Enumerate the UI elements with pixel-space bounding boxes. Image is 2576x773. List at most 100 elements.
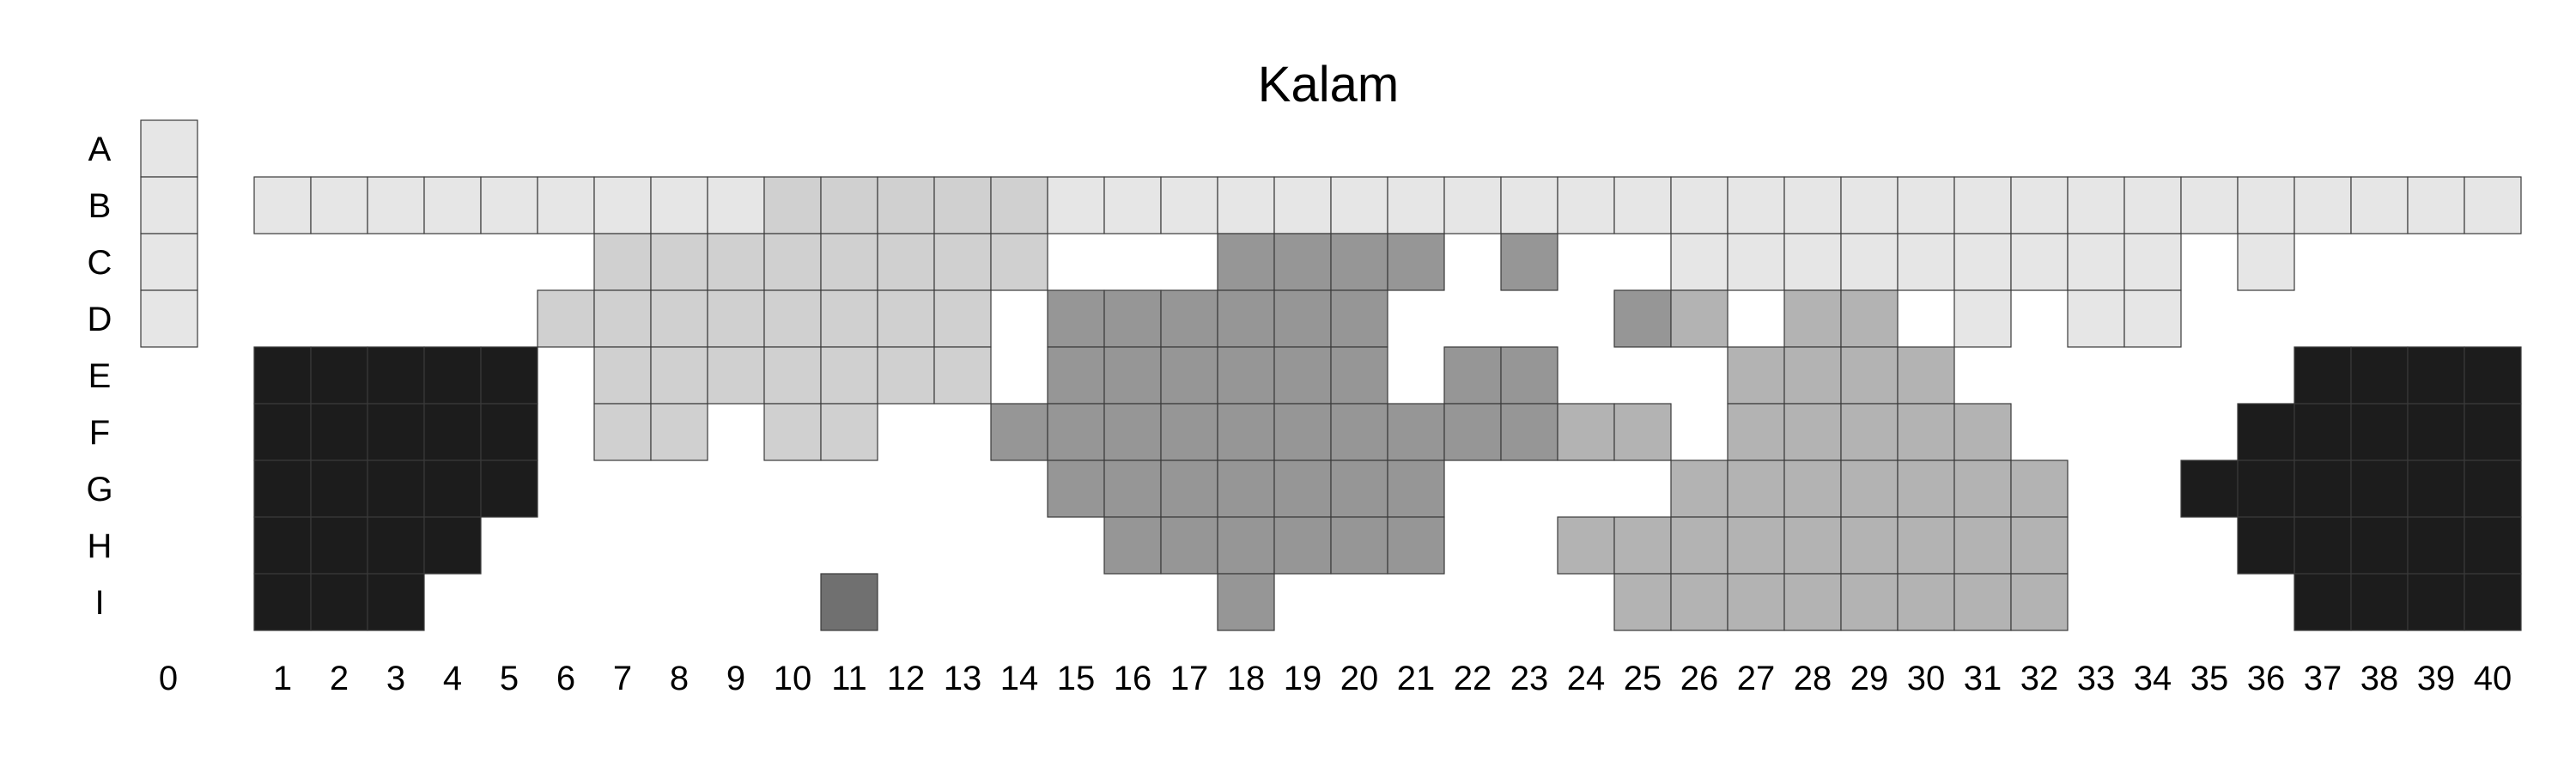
heatmap-cell-D-8 [650, 289, 708, 348]
heatmap-cell-B-0 [140, 176, 198, 234]
heatmap-cell-E-20 [1330, 346, 1388, 405]
heatmap-cell-E-17 [1160, 346, 1218, 405]
heatmap-cell-B-21 [1387, 176, 1445, 234]
heatmap-cell-G-31 [1953, 460, 2012, 518]
heatmap-cell-F-21 [1387, 403, 1445, 461]
chart-title: Kalam [1258, 57, 1399, 113]
heatmap-cell-B-36 [2237, 176, 2295, 234]
heatmap-cell-E-16 [1103, 346, 1162, 405]
heatmap-cell-B-38 [2350, 176, 2409, 234]
heatmap-cell-D-19 [1273, 289, 1332, 348]
heatmap-cell-B-35 [2180, 176, 2239, 234]
column-label-39: 39 [2417, 660, 2456, 697]
heatmap-cell-B-39 [2407, 176, 2465, 234]
heatmap-cell-B-28 [1783, 176, 1842, 234]
heatmap-cell-B-22 [1443, 176, 1502, 234]
heatmap-cell-F-3 [367, 403, 425, 461]
column-label-21: 21 [1397, 660, 1436, 697]
heatmap-cell-F-14 [990, 403, 1048, 461]
row-label-F: F [89, 414, 110, 452]
column-label-30: 30 [1907, 660, 1946, 697]
heatmap-cell-B-30 [1897, 176, 1955, 234]
heatmap-cell-G-30 [1897, 460, 1955, 518]
row-label-I: I [94, 584, 104, 622]
column-label-3: 3 [386, 660, 405, 697]
heatmap-cell-H-30 [1897, 516, 1955, 575]
heatmap-cell-C-8 [650, 233, 708, 291]
heatmap-cell-E-3 [367, 346, 425, 405]
heatmap-cell-E-15 [1047, 346, 1105, 405]
heatmap-cell-C-36 [2237, 233, 2295, 291]
heatmap-cell-D-11 [820, 289, 878, 348]
heatmap-cell-B-32 [2010, 176, 2069, 234]
heatmap-cell-H-1 [253, 516, 312, 575]
column-label-24: 24 [1567, 660, 1606, 697]
heatmap-cell-H-31 [1953, 516, 2012, 575]
heatmap-cell-F-10 [763, 403, 822, 461]
column-label-26: 26 [1680, 660, 1719, 697]
column-label-11: 11 [831, 660, 867, 697]
column-label-5: 5 [500, 660, 519, 697]
heatmap-cell-H-25 [1613, 516, 1672, 575]
row-label-C: C [88, 244, 112, 282]
heatmap-cell-E-40 [2464, 346, 2522, 405]
heatmap-cell-E-2 [310, 346, 368, 405]
heatmap-cell-C-10 [763, 233, 822, 291]
column-label-14: 14 [1000, 660, 1039, 697]
column-label-36: 36 [2247, 660, 2286, 697]
heatmap-cell-E-30 [1897, 346, 1955, 405]
row-label-H: H [88, 527, 112, 565]
heatmap-cell-F-27 [1727, 403, 1785, 461]
heatmap-cell-C-11 [820, 233, 878, 291]
heatmap-cell-H-24 [1557, 516, 1615, 575]
column-label-28: 28 [1794, 660, 1832, 697]
heatmap-cell-G-38 [2350, 460, 2409, 518]
heatmap-cell-H-38 [2350, 516, 2409, 575]
column-label-20: 20 [1340, 660, 1379, 697]
row-label-B: B [88, 187, 112, 225]
heatmap-cell-B-26 [1670, 176, 1728, 234]
column-label-7: 7 [613, 660, 632, 697]
heatmap-cell-H-26 [1670, 516, 1728, 575]
heatmap-cell-B-31 [1953, 176, 2012, 234]
heatmap-cell-E-39 [2407, 346, 2465, 405]
heatmap-cell-A-0 [140, 119, 198, 178]
column-label-35: 35 [2190, 660, 2229, 697]
column-label-17: 17 [1170, 660, 1209, 697]
heatmap-cell-H-19 [1273, 516, 1332, 575]
column-label-37: 37 [2304, 660, 2342, 697]
heatmap-cell-G-35 [2180, 460, 2239, 518]
heatmap-cell-F-5 [480, 403, 538, 461]
heatmap-cell-B-33 [2067, 176, 2125, 234]
heatmap-cell-F-31 [1953, 403, 2012, 461]
heatmap-cell-I-18 [1217, 573, 1275, 631]
heatmap-cell-C-21 [1387, 233, 1445, 291]
heatmap-cell-C-19 [1273, 233, 1332, 291]
heatmap-cell-G-28 [1783, 460, 1842, 518]
heatmap-cell-H-2 [310, 516, 368, 575]
row-label-E: E [88, 357, 112, 395]
heatmap-cell-G-27 [1727, 460, 1785, 518]
heatmap-cell-F-17 [1160, 403, 1218, 461]
heatmap-cell-D-26 [1670, 289, 1728, 348]
heatmap-cell-B-17 [1160, 176, 1218, 234]
heatmap-cell-C-32 [2010, 233, 2069, 291]
heatmap-cell-F-39 [2407, 403, 2465, 461]
heatmap-cell-C-12 [877, 233, 935, 291]
heatmap-cell-H-29 [1840, 516, 1899, 575]
heatmap-cell-F-18 [1217, 403, 1275, 461]
heatmap-cell-I-31 [1953, 573, 2012, 631]
heatmap-cell-H-32 [2010, 516, 2069, 575]
heatmap-cell-F-29 [1840, 403, 1899, 461]
column-label-40: 40 [2474, 660, 2512, 697]
heatmap-cell-E-12 [877, 346, 935, 405]
heatmap-cell-B-13 [933, 176, 992, 234]
heatmap-cell-H-20 [1330, 516, 1388, 575]
row-label-A: A [88, 131, 112, 168]
heatmap-cell-D-15 [1047, 289, 1105, 348]
heatmap-cell-D-7 [593, 289, 652, 348]
heatmap-cell-B-11 [820, 176, 878, 234]
heatmap-cell-F-40 [2464, 403, 2522, 461]
heatmap-cell-C-23 [1500, 233, 1558, 291]
